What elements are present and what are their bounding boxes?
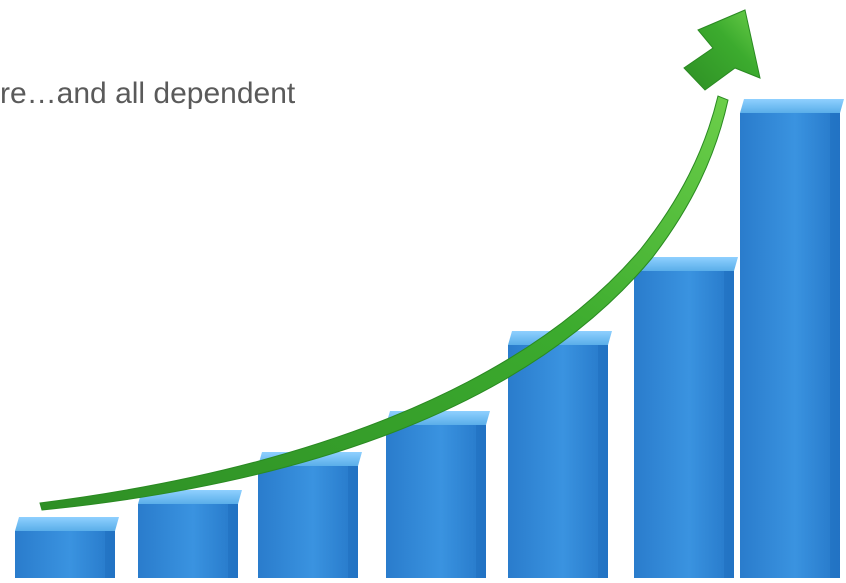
bar-side-2 [228,504,238,578]
bar-side-6 [724,271,734,578]
bar-3 [258,466,358,578]
bar-6 [634,271,734,578]
growth-arrow-shaft [39,95,729,511]
bar-top-7 [740,99,844,113]
bar-side-4 [476,425,486,578]
bar-top-6 [634,257,738,271]
bar-4 [386,425,486,578]
slide-caption: re…and all dependent [0,77,296,110]
bar-side-7 [830,113,840,578]
bar-7 [740,113,840,578]
bars-group [15,99,844,578]
growth-arrow-head [683,9,761,91]
bar-side-1 [105,531,115,578]
bar-side-3 [348,466,358,578]
bar-2 [138,504,238,578]
bar-5 [508,345,608,578]
bar-side-5 [598,345,608,578]
bar-top-1 [15,517,119,531]
bar-1 [15,531,115,578]
